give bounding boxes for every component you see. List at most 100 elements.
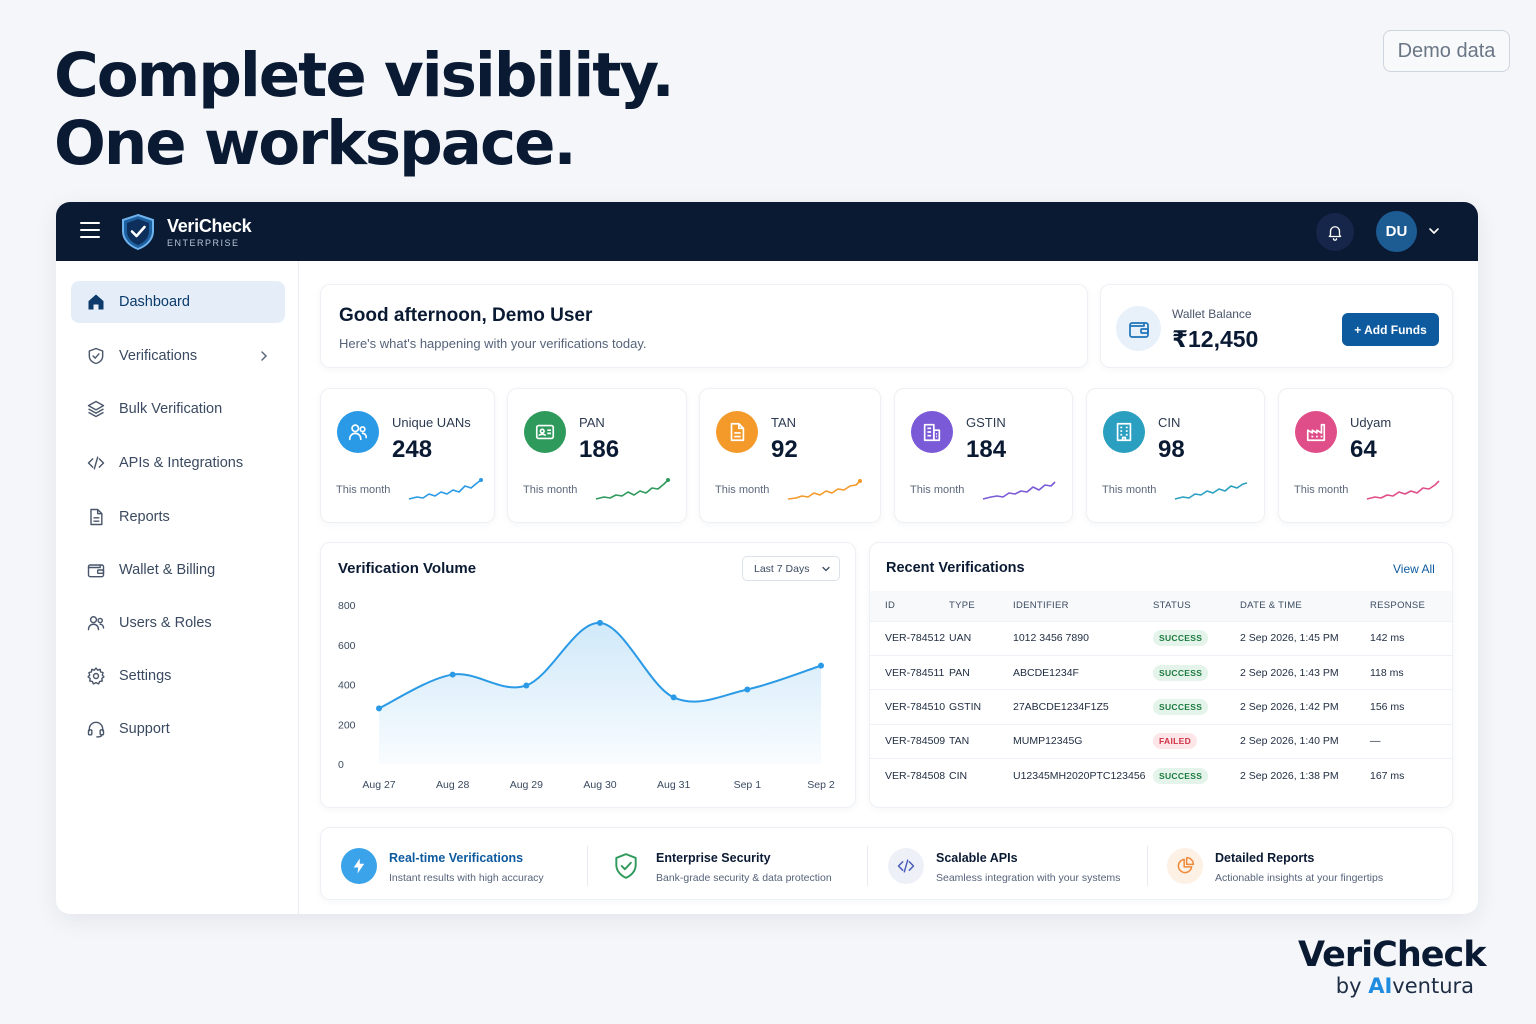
stat-period: This month [336, 484, 391, 496]
stat-value: 248 [392, 436, 433, 463]
table-row[interactable]: VER-784512 UAN 1012 3456 7890 SUCCESS 2 … [870, 620, 1452, 656]
sidebar-item-support[interactable]: Support [71, 708, 285, 750]
cell-response: — [1370, 723, 1452, 759]
cell-status: SUCCESS [1153, 620, 1240, 656]
home-icon [88, 294, 104, 310]
stat-card-cin[interactable]: CIN 98 This month [1086, 388, 1265, 523]
sparkline [1366, 480, 1440, 500]
table-row[interactable]: VER-784508 CIN U12345MH2020PTC123456 SUC… [870, 758, 1452, 793]
wallet-card: Wallet Balance ₹12,450 + Add Funds [1100, 284, 1453, 368]
sidebar-item-label: Settings [119, 668, 172, 684]
byline-ai: AI [1368, 974, 1393, 998]
sidebar-item-verifications[interactable]: Verifications [71, 335, 285, 377]
cell-datetime: 2 Sep 2026, 1:38 PM [1240, 758, 1370, 793]
range-select[interactable]: Last 7 Days [742, 556, 840, 581]
factory-icon [1295, 411, 1337, 453]
stat-label: CIN [1158, 415, 1181, 430]
feature-apis: Scalable APIs Seamless integration with … [888, 842, 1148, 890]
add-funds-button[interactable]: + Add Funds [1342, 313, 1439, 346]
cell-status: FAILED [1153, 723, 1240, 759]
sidebar-item-label: Verifications [119, 348, 198, 364]
avatar[interactable]: DU [1376, 211, 1417, 252]
sidebar-item-apis[interactable]: APIs & Integrations [71, 442, 285, 484]
stat-card-pan[interactable]: PAN 186 This month [507, 388, 687, 523]
sidebar-item-label: APIs & Integrations [119, 455, 244, 471]
document-icon [716, 411, 758, 453]
cell-response: 142 ms [1370, 620, 1452, 656]
status-badge: SUCCESS [1153, 630, 1209, 647]
code-icon [87, 456, 105, 470]
notification-bell-icon[interactable] [1316, 213, 1354, 251]
sidebar-item-label: Support [119, 721, 170, 737]
sidebar-item-reports[interactable]: Reports [71, 496, 285, 538]
id-card-icon [524, 411, 566, 453]
headline: Complete visibility. One workspace. [54, 42, 675, 178]
stat-card-udyam[interactable]: Udyam 64 This month [1278, 388, 1453, 523]
chevron-down-icon[interactable] [1426, 223, 1442, 239]
view-all-link[interactable]: View All [1393, 562, 1435, 576]
x-tick-label: Aug 30 [583, 779, 616, 791]
stat-card-gstin[interactable]: GSTIN 184 This month [894, 388, 1073, 523]
cell-type: CIN [949, 758, 1013, 793]
sidebar-item-users-roles[interactable]: Users & Roles [71, 602, 285, 644]
features-strip: Real-time Verifications Instant results … [320, 827, 1453, 900]
sidebar-item-settings[interactable]: Settings [71, 655, 285, 697]
feature-title: Scalable APIs [936, 851, 1018, 865]
sidebar-item-label: Reports [119, 509, 170, 525]
app-window: VeriCheck ENTERPRISE DU Dashboard Verifi… [56, 202, 1478, 914]
sparkline [982, 481, 1056, 500]
volume-chart: 0 200 400 600 800 Aug 27 Aug 28 Aug 29 Aug 30 Aug… [338, 600, 835, 791]
sparkline [408, 478, 483, 500]
cell-id: VER-784508 [870, 758, 949, 793]
shield-check-icon [88, 347, 104, 365]
wallet-balance-label: Wallet Balance [1172, 307, 1252, 321]
headset-icon [87, 721, 105, 738]
sidebar-item-wallet-billing[interactable]: Wallet & Billing [71, 549, 285, 591]
cell-identifier: U12345MH2020PTC123456 [1013, 758, 1153, 793]
stat-card-tan[interactable]: TAN 92 This month [699, 388, 881, 523]
gear-icon [87, 667, 105, 685]
sidebar-item-label: Wallet & Billing [119, 562, 216, 578]
cell-datetime: 2 Sep 2026, 1:42 PM [1240, 689, 1370, 725]
cell-type: UAN [949, 620, 1013, 656]
greeting-subtitle: Here's what's happening with your verifi… [339, 336, 647, 351]
chevron-down-icon [822, 566, 830, 572]
feature-reports: Detailed Reports Actionable insights at … [1167, 842, 1427, 890]
feature-subtitle: Bank-grade security & data protection [656, 872, 832, 884]
cell-id: VER-784510 [870, 689, 949, 725]
sidebar: Dashboard Verifications Bulk Verificatio… [56, 261, 299, 914]
x-tick-label: Aug 31 [657, 779, 690, 791]
status-badge: FAILED [1153, 733, 1198, 750]
status-badge: SUCCESS [1153, 768, 1209, 784]
wallet-icon [1116, 306, 1161, 351]
brand-name: VeriCheck [167, 216, 252, 236]
stat-label: PAN [579, 415, 605, 430]
table-row[interactable]: VER-784509 TAN MUMP12345G FAILED 2 Sep 2… [870, 723, 1452, 759]
stat-value: 92 [771, 436, 798, 463]
chevron-right-icon [261, 351, 268, 361]
recent-verifications-card: Recent Verifications View All ID TYPE ID… [869, 542, 1453, 808]
stat-label: Unique UANs [392, 415, 471, 430]
stat-card-uan[interactable]: Unique UANs 248 This month [320, 388, 495, 523]
table-row[interactable]: VER-784511 PAN ABCDE1234F SUCCESS 2 Sep … [870, 654, 1452, 690]
stat-label: Udyam [1350, 415, 1392, 430]
divider [587, 846, 588, 886]
users-icon [87, 616, 105, 631]
sidebar-item-bulk-verification[interactable]: Bulk Verification [71, 388, 285, 430]
x-tick-label: Sep 2 [807, 779, 835, 791]
cell-status: SUCCESS [1153, 654, 1240, 690]
layers-icon [87, 400, 105, 418]
cell-type: GSTIN [949, 689, 1013, 725]
feature-title: Detailed Reports [1215, 851, 1315, 865]
footer-brand-byline: by AIventura [1298, 974, 1474, 998]
menu-icon[interactable] [80, 222, 100, 240]
stat-period: This month [1102, 484, 1157, 496]
x-tick-label: Aug 29 [510, 779, 543, 791]
sidebar-item-dashboard[interactable]: Dashboard [71, 281, 285, 323]
feature-title: Enterprise Security [656, 851, 771, 865]
cell-id: VER-784512 [870, 620, 949, 656]
stat-value: 98 [1158, 436, 1185, 463]
table-row[interactable]: VER-784510 GSTIN 27ABCDE1234F1Z5 SUCCESS… [870, 689, 1452, 725]
status-badge: SUCCESS [1153, 698, 1209, 715]
sidebar-item-label: Dashboard [119, 294, 190, 310]
